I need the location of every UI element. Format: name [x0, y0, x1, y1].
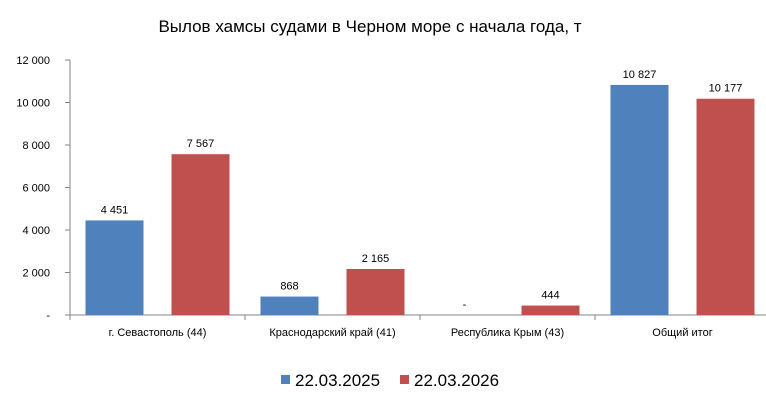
x-tick-label: Республика Крым (43) [451, 327, 564, 339]
x-tick-label: Краснодарский край (41) [269, 327, 395, 339]
bar [260, 296, 319, 315]
bars [85, 84, 755, 316]
data-label: 10 177 [709, 83, 743, 95]
y-tick-label: 10 000 [16, 98, 50, 110]
bar [346, 268, 405, 315]
bar [171, 154, 230, 315]
y-tick-label: - [46, 310, 50, 322]
data-label: 4 451 [101, 204, 129, 216]
y-tick-label: 12 000 [16, 55, 50, 67]
legend-swatch [281, 375, 290, 384]
bar [85, 220, 144, 315]
legend-label: 22.03.2025 [295, 371, 380, 390]
y-tick-label: 8 000 [22, 140, 50, 152]
x-tick-label: Общий итог [652, 327, 712, 339]
data-label: 10 827 [623, 69, 657, 81]
y-axis: - 2 000 4 000 6 000 8 000 10 000 12 000 [16, 55, 71, 322]
data-label: 7 567 [187, 138, 215, 150]
data-label: - [463, 299, 467, 311]
bar [521, 305, 580, 315]
bar [610, 84, 669, 316]
y-tick-label: 4 000 [22, 225, 50, 237]
data-label: 2 165 [362, 253, 390, 265]
bar [696, 98, 755, 316]
y-tick-label: 2 000 [22, 268, 50, 280]
x-tick-label: г. Севастополь (44) [109, 327, 207, 339]
legend: 22.03.2025 22.03.2026 [281, 371, 499, 390]
y-tick-label: 6 000 [22, 183, 50, 195]
legend-label: 22.03.2026 [414, 371, 499, 390]
legend-swatch [400, 375, 409, 384]
x-axis: г. Севастополь (44) Краснодарский край (4… [69, 314, 766, 339]
data-labels: 4 451 868 - 10 827 7 567 2 165 444 10 177 [101, 69, 743, 311]
chart-title: Вылов хамсы судами в Черном море с начал… [158, 17, 581, 36]
data-label: 444 [541, 290, 559, 302]
data-label: 868 [280, 281, 298, 293]
